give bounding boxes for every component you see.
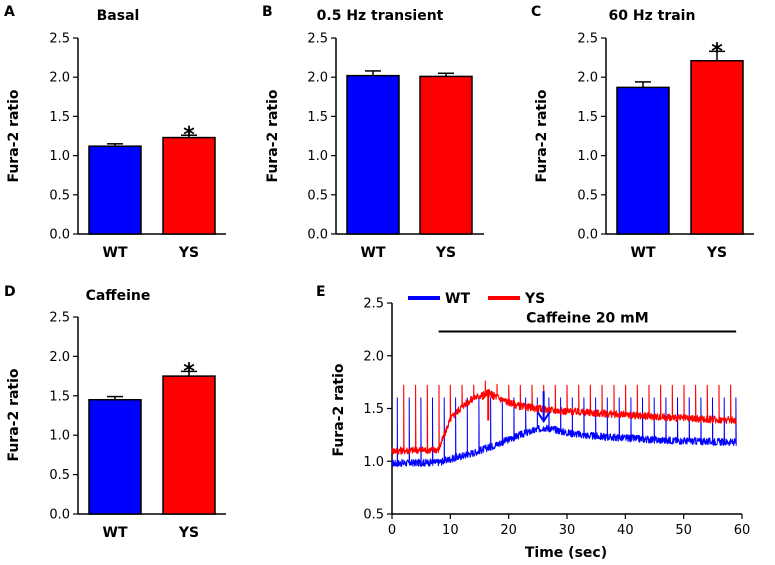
- y-tick-label: 2.5: [577, 32, 598, 47]
- chart-title: Basal: [97, 8, 140, 24]
- y-tick-label: 2.0: [49, 350, 70, 365]
- y-tick-label: 1.0: [49, 429, 70, 444]
- x-tick-label: 0: [388, 523, 396, 538]
- y-tick-label: 1.5: [363, 402, 384, 417]
- significance-marker: *: [711, 39, 723, 64]
- legend: WT YS: [408, 291, 545, 307]
- line-chart-caffeine-trace: E Fura-2 ratio Time (sec) Caffeine 20 mM…: [316, 284, 750, 561]
- panel-label: D: [4, 284, 16, 300]
- y-tick-label: 0.0: [307, 228, 328, 243]
- y-axis-label: Fura-2 ratio: [6, 89, 22, 182]
- y-tick-label: 2.5: [363, 297, 384, 312]
- bar-ys: [690, 59, 744, 235]
- bar-wt: [88, 145, 142, 235]
- y-tick-label: 2.0: [577, 71, 598, 86]
- x-tick-label: 30: [559, 523, 576, 538]
- legend-label-ys: YS: [524, 291, 545, 307]
- y-tick-label: 1.5: [577, 110, 598, 125]
- bar-chart-basal: A Basal Fura-2 ratio WT YS 0.0 0.5 1.0 1.5 2…: [4, 4, 226, 261]
- bar-wt: [88, 398, 142, 515]
- arrow-head-ys: [481, 388, 496, 401]
- chart-title: 0.5 Hz transient: [317, 8, 444, 24]
- series-line-wt: [391, 397, 737, 468]
- bar-ys: [162, 136, 216, 235]
- y-tick-label: 0.5: [577, 188, 598, 203]
- y-axis-label: Fura-2 ratio: [265, 89, 281, 182]
- significance-marker: *: [183, 359, 195, 384]
- bar-chart-60hz-train: C 60 Hz train Fura-2 ratio WT YS 0.0 0.5 1…: [531, 4, 754, 261]
- y-tick-label: 0.5: [307, 188, 328, 203]
- bar-wt: [616, 86, 670, 235]
- bar-wt: [346, 74, 400, 235]
- category-label: YS: [435, 245, 456, 261]
- category-label: YS: [706, 245, 727, 261]
- y-tick-label: 1.5: [307, 110, 328, 125]
- x-tick-label: 60: [734, 523, 751, 538]
- bar-chart-caffeine: D Caffeine Fura-2 ratio WT YS 0.0 0.5 1.0 1…: [4, 284, 226, 541]
- y-tick-label: 2.5: [49, 32, 70, 47]
- y-tick-label: 0.0: [49, 228, 70, 243]
- y-tick-label: 2.0: [363, 349, 384, 364]
- y-tick-label: 1.0: [307, 149, 328, 164]
- y-tick-label: 2.0: [49, 71, 70, 86]
- x-axis-label: Time (sec): [525, 545, 607, 561]
- category-label: WT: [103, 525, 128, 541]
- bar-ys: [162, 375, 216, 515]
- y-tick-label: 0.0: [577, 228, 598, 243]
- annotation-text: Caffeine 20 mM: [526, 310, 649, 326]
- y-tick-label: 2.0: [307, 71, 328, 86]
- x-tick-label: 10: [442, 523, 459, 538]
- panel-label: A: [4, 4, 15, 20]
- category-label: WT: [103, 245, 128, 261]
- significance-marker: *: [183, 123, 195, 148]
- y-tick-label: 2.5: [49, 311, 70, 326]
- legend-label-wt: WT: [445, 291, 470, 307]
- category-label: WT: [631, 245, 656, 261]
- y-tick-label: 0.5: [363, 508, 384, 523]
- y-tick-label: 1.0: [577, 149, 598, 164]
- y-tick-label: 1.5: [49, 110, 70, 125]
- series-line-ys: [391, 380, 737, 455]
- x-tick-label: 50: [675, 523, 692, 538]
- category-label: WT: [361, 245, 386, 261]
- y-tick-label: 0.5: [49, 468, 70, 483]
- bar-ys: [419, 75, 473, 235]
- bar-chart-0-5hz-transient: B 0.5 Hz transient Fura-2 ratio WT YS 0.…: [262, 4, 484, 261]
- panel-label: B: [262, 4, 273, 20]
- y-tick-label: 0.0: [49, 508, 70, 523]
- y-tick-label: 1.5: [49, 389, 70, 404]
- y-tick-label: 1.0: [363, 455, 384, 470]
- y-tick-label: 0.5: [49, 188, 70, 203]
- panel-label: C: [531, 4, 541, 20]
- y-axis-label: Fura-2 ratio: [534, 89, 550, 182]
- x-tick-label: 20: [500, 523, 517, 538]
- y-axis-label: Fura-2 ratio: [6, 368, 22, 461]
- category-label: YS: [178, 525, 199, 541]
- y-axis-label: Fura-2 ratio: [331, 363, 347, 456]
- category-label: YS: [178, 245, 199, 261]
- x-tick-label: 40: [617, 523, 634, 538]
- chart-title: 60 Hz train: [609, 8, 696, 24]
- y-tick-label: 1.0: [49, 149, 70, 164]
- arrow-head-wt: [536, 411, 551, 423]
- panel-label: E: [316, 284, 326, 300]
- chart-title: Caffeine: [86, 288, 151, 304]
- y-tick-label: 2.5: [307, 32, 328, 47]
